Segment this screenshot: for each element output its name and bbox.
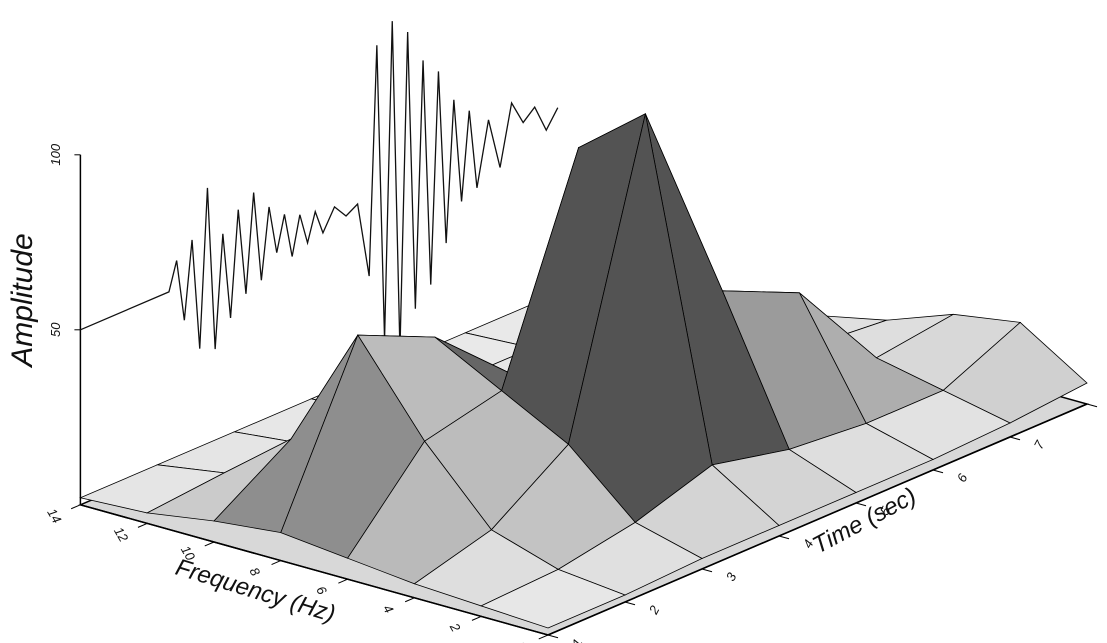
x-tick bbox=[1086, 403, 1098, 408]
z-axis-title: Amplitude bbox=[6, 233, 39, 368]
x-tick bbox=[855, 502, 867, 507]
x-tick-label: 3 bbox=[723, 569, 740, 583]
surface-cell bbox=[480, 568, 627, 629]
x-tick-label: 1 bbox=[569, 636, 586, 643]
x-tick-label: 7 bbox=[1031, 437, 1048, 451]
y-tick-label: 0 bbox=[514, 639, 531, 643]
y-tick-label: 14 bbox=[44, 506, 64, 526]
x-tick bbox=[624, 601, 636, 606]
x-tick-label: 2 bbox=[645, 602, 662, 617]
x-tick bbox=[547, 634, 559, 639]
x-tick bbox=[1009, 436, 1021, 441]
x-tick bbox=[778, 535, 790, 540]
z-tick-label: 100 bbox=[48, 143, 63, 165]
waveform bbox=[80, 21, 559, 351]
y-tick bbox=[404, 597, 415, 603]
y-tick bbox=[471, 615, 482, 621]
x-tick-label: 6 bbox=[954, 470, 971, 484]
y-tick bbox=[538, 634, 549, 640]
y-tick bbox=[70, 504, 81, 510]
z-tick-label: 50 bbox=[48, 322, 63, 337]
y-tick bbox=[204, 541, 215, 547]
x-tick bbox=[932, 469, 944, 474]
y-tick bbox=[338, 578, 348, 584]
y-tick-label: 12 bbox=[111, 524, 132, 545]
y-tick bbox=[137, 522, 148, 528]
y-tick bbox=[271, 560, 281, 566]
y-tick-label: 2 bbox=[446, 620, 463, 635]
x-tick bbox=[701, 568, 713, 573]
y-tick-label: 4 bbox=[380, 602, 397, 616]
